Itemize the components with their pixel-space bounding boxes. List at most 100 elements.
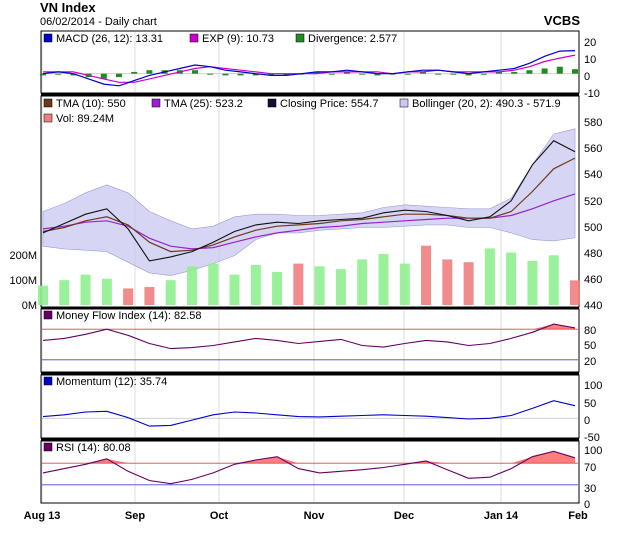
divergence-bar: [70, 73, 77, 76]
mfi-tick-label: 80: [584, 325, 596, 337]
divergence-bar: [252, 73, 259, 76]
divergence-bar: [374, 73, 381, 76]
volume-bar: [229, 274, 240, 305]
divergence-bar: [313, 71, 320, 74]
rsi-legend: RSI (14): 80.08: [43, 442, 131, 454]
divergence-bar: [131, 71, 138, 74]
price-tick-label: 540: [584, 169, 602, 181]
bollinger-legend-swatch: [399, 98, 409, 108]
volume-bar: [80, 274, 91, 305]
divergence-bar: [556, 66, 563, 74]
x-axis-label: Nov: [304, 510, 326, 522]
divergence-bar: [237, 73, 244, 76]
x-axis-labels: Aug 13 Sep Oct Nov Dec Jan 14 Feb: [24, 510, 588, 522]
divergence-legend-label: Divergence: 2.577: [308, 33, 397, 45]
tma10-line: [42, 157, 576, 253]
volume-bar: [421, 245, 432, 305]
volume-bar: [186, 266, 197, 305]
x-axis-label: Aug 13: [24, 510, 61, 522]
volume-bar: [250, 264, 261, 305]
momentum-tick-label: 0: [584, 415, 590, 427]
divergence-bar: [526, 70, 533, 74]
volume-bar: [59, 280, 70, 305]
mfi-tick-label: 20: [584, 356, 596, 368]
divergence-bar: [55, 73, 62, 75]
price-tick-label: 580: [584, 117, 602, 129]
rsi-y-ticks: 100 70 30 0: [584, 445, 602, 511]
macd-tick-label: 0: [584, 71, 590, 83]
rsi-line: [42, 450, 576, 485]
close-legend-swatch: [267, 98, 277, 108]
price-tick-label: 520: [584, 196, 602, 208]
divergence-bar: [511, 71, 518, 74]
mfi-tick-label: 50: [584, 340, 596, 352]
volume-bar: [570, 280, 580, 305]
volume-y-ticks: 200M 100M 0M: [9, 250, 37, 312]
volume-bar: [144, 287, 155, 305]
chart-subtitle: 06/02/2014 - Daily chart: [40, 16, 157, 28]
momentum-line: [42, 400, 576, 427]
volume-bar: [527, 260, 538, 305]
volume-bar: [293, 263, 304, 305]
divergence-bar: [404, 73, 411, 75]
volume-bar: [314, 266, 325, 305]
divergence-bar: [480, 73, 487, 75]
macd-tick-label: -10: [584, 88, 600, 100]
x-axis-label: Sep: [125, 510, 145, 522]
momentum-tick-label: -50: [584, 432, 600, 444]
mfi-legend: Money Flow Index (14): 82.58: [43, 310, 202, 322]
rsi-tick-label: 0: [584, 499, 590, 511]
volume-bar: [335, 269, 346, 305]
mfi-y-ticks: 80 50 20: [584, 325, 596, 368]
volume-bar: [208, 263, 219, 305]
divergence-bar: [207, 73, 214, 75]
volume-bar: [442, 259, 453, 305]
tma10-legend-label: TMA (10): 550: [56, 98, 126, 110]
divergence-bar: [146, 70, 153, 74]
chart-title: VN Index: [40, 0, 96, 15]
volume-bar: [378, 253, 389, 305]
volume-bar: [272, 271, 283, 305]
close-legend-label: Closing Price: 554.7: [280, 98, 378, 110]
bollinger-band: [42, 128, 576, 276]
divergence-bar: [420, 71, 426, 74]
price-legend: TMA (10): 550 TMA (25): 523.2 Closing Pr…: [43, 98, 561, 125]
volume-tick-label: 0M: [22, 300, 37, 312]
divergence-bar: [116, 73, 122, 78]
price-tick-label: 480: [584, 248, 602, 260]
momentum-legend-label: Momentum (12): 35.74: [56, 376, 167, 388]
x-axis-label: Feb: [568, 510, 588, 522]
rsi-tick-label: 70: [584, 462, 596, 474]
volume-bar: [357, 259, 368, 305]
tma10-legend-swatch: [43, 98, 53, 108]
exp-legend-swatch: [189, 33, 199, 43]
divergence-bar: [268, 73, 274, 76]
volume-tick-label: 200M: [9, 250, 37, 262]
closing-price-line: [42, 140, 576, 262]
divergence-bar: [100, 73, 107, 79]
divergence-bar: [359, 73, 366, 75]
momentum-legend: Momentum (12): 35.74: [43, 376, 167, 388]
momentum-legend-swatch: [43, 376, 53, 386]
rsi-legend-swatch: [43, 442, 53, 452]
x-axis-label: Dec: [394, 510, 414, 522]
mfi-legend-label: Money Flow Index (14): 82.58: [56, 310, 202, 322]
brand-label: VCBS: [544, 13, 580, 28]
vol-legend-label: Vol: 89.24M: [56, 113, 114, 125]
volume-bar: [484, 248, 495, 305]
volume-bar: [165, 280, 176, 305]
mfi-legend-swatch: [43, 310, 53, 320]
divergence-bar: [344, 71, 350, 74]
divergence-bar: [192, 70, 198, 74]
vol-legend-swatch: [43, 113, 53, 123]
divergence-legend-swatch: [295, 33, 305, 43]
rsi-tick-label: 100: [584, 445, 602, 457]
tma25-legend-swatch: [151, 98, 161, 108]
divergence-bar: [283, 73, 290, 76]
panel-separator: [41, 372, 579, 375]
macd-line: [42, 50, 576, 87]
divergence-bar: [496, 71, 502, 74]
x-axis-label: Oct: [210, 510, 229, 522]
volume-bar: [101, 278, 112, 305]
